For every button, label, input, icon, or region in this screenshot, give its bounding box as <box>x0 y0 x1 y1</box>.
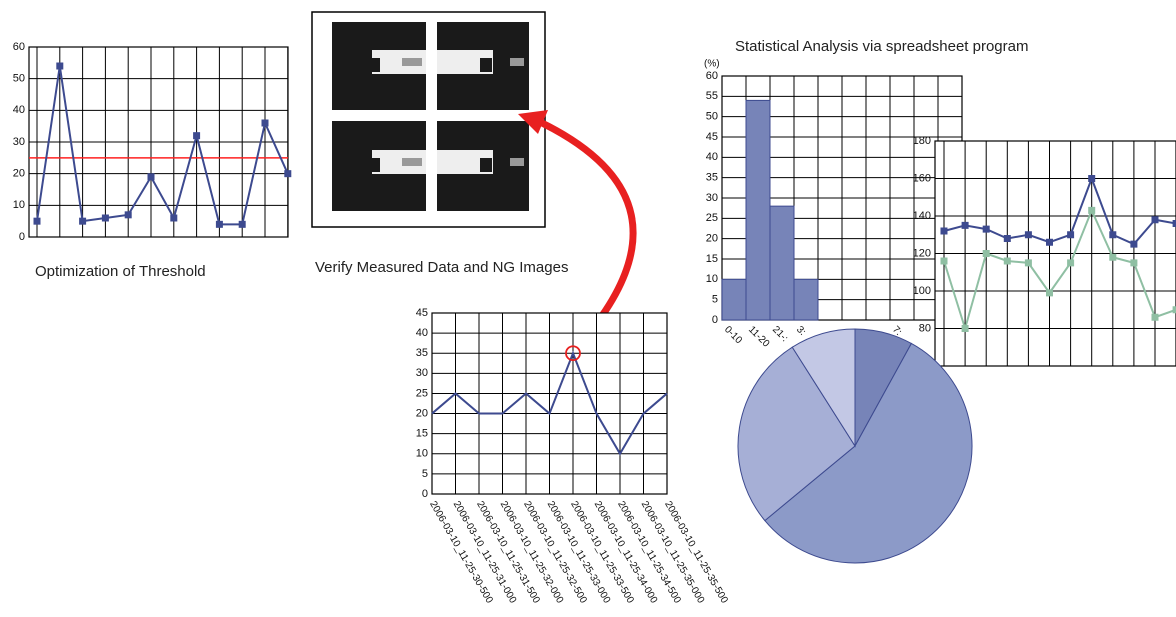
caption: Optimization of Threshold <box>35 263 206 280</box>
ng-images <box>311 11 546 228</box>
marker <box>170 214 178 222</box>
y-tick-label: 45 <box>416 307 428 319</box>
series-line <box>943 175 1176 246</box>
marker <box>1130 240 1138 248</box>
marker <box>940 257 948 265</box>
y-tick-label: 25 <box>706 212 718 224</box>
y-tick-label: 100 <box>913 285 931 297</box>
y-tick-label: 20 <box>13 168 25 180</box>
y-tick-label: 10 <box>416 448 428 460</box>
thumb <box>332 121 426 211</box>
marker <box>261 119 269 127</box>
y-tick-label: 30 <box>706 192 718 204</box>
marker <box>1003 235 1011 242</box>
marker <box>124 211 132 219</box>
marker <box>1024 231 1032 239</box>
marker <box>961 325 969 332</box>
series-line <box>431 350 668 456</box>
y-tick-label: 35 <box>416 347 428 359</box>
series-line <box>943 207 1176 333</box>
marker <box>1151 216 1159 224</box>
y-tick-label: 120 <box>913 247 931 259</box>
y-tick-label: 140 <box>913 210 931 222</box>
y-tick-label: 5 <box>712 294 718 306</box>
marker <box>1151 313 1159 321</box>
y-tick-label: 10 <box>706 273 718 285</box>
marker <box>1109 253 1117 261</box>
y-tick-label: 30 <box>13 136 25 148</box>
marker <box>33 217 41 225</box>
highlight-ring <box>565 345 581 362</box>
y-tick-label: 5 <box>422 468 428 480</box>
y-tick-label: 40 <box>13 104 25 116</box>
y-tick-label: 60 <box>13 41 25 53</box>
x-tick-label: 21-: <box>770 324 790 344</box>
marker <box>215 220 223 228</box>
marker <box>238 220 246 228</box>
y-tick-label: 50 <box>13 73 25 85</box>
y-tick-label: 45 <box>706 131 718 143</box>
marker <box>79 217 87 225</box>
marker <box>1088 175 1096 182</box>
y-tick-label: 55 <box>706 90 718 102</box>
y-tick-label: 35 <box>706 172 718 184</box>
x-tick-label: 3: <box>794 324 808 338</box>
y-tick-label: 40 <box>416 327 428 339</box>
marker <box>1003 257 1011 265</box>
marker <box>1130 259 1138 267</box>
y-tick-label: 15 <box>416 428 428 440</box>
y-tick-label: 15 <box>706 253 718 265</box>
marker <box>1067 259 1075 267</box>
pie-slice <box>764 342 973 564</box>
marker <box>1024 259 1032 267</box>
marker <box>1109 231 1117 239</box>
marker <box>1172 220 1176 227</box>
caption: Statistical Analysis via spreadsheet pro… <box>735 38 1028 55</box>
marker <box>1172 306 1176 314</box>
y-tick-label: 0 <box>19 231 25 243</box>
marker <box>982 225 990 233</box>
marker <box>147 173 155 181</box>
pie-slice <box>791 328 856 448</box>
bar <box>721 278 747 321</box>
y-tick-label: 25 <box>416 387 428 399</box>
marker <box>101 214 109 222</box>
bar <box>745 99 771 321</box>
marker <box>961 221 969 229</box>
pie-slice <box>737 346 856 522</box>
bar <box>769 205 795 321</box>
marker <box>56 62 64 70</box>
y-tick-label: 20 <box>416 407 428 419</box>
y-tick-label: 50 <box>706 111 718 123</box>
marker <box>940 227 948 235</box>
y-tick-label: 40 <box>706 151 718 163</box>
y-axis-label: (%) <box>704 59 720 70</box>
y-tick-label: 10 <box>13 199 25 211</box>
marker <box>1088 206 1096 214</box>
y-tick-label: 30 <box>416 367 428 379</box>
y-tick-label: 60 <box>706 70 718 82</box>
marker <box>1067 231 1075 239</box>
series-line <box>36 65 289 226</box>
marker <box>284 170 292 178</box>
marker <box>982 250 990 257</box>
y-tick-label: 180 <box>913 135 931 147</box>
y-tick-label: 0 <box>422 488 428 500</box>
thumb <box>332 22 426 110</box>
thumb <box>437 121 529 211</box>
thumb <box>437 22 529 110</box>
marker <box>193 132 201 140</box>
x-tick-label: 11-20 <box>746 324 772 350</box>
y-tick-label: 20 <box>706 233 718 245</box>
x-tick-label: 0-10 <box>722 324 744 346</box>
y-tick-label: 80 <box>919 322 931 334</box>
marker <box>1046 289 1053 297</box>
marker <box>1046 238 1053 246</box>
y-tick-label: 160 <box>913 172 931 184</box>
y-tick-label: 0 <box>712 314 718 326</box>
caption: Verify Measured Data and NG Images <box>315 259 568 276</box>
bar <box>793 278 819 321</box>
